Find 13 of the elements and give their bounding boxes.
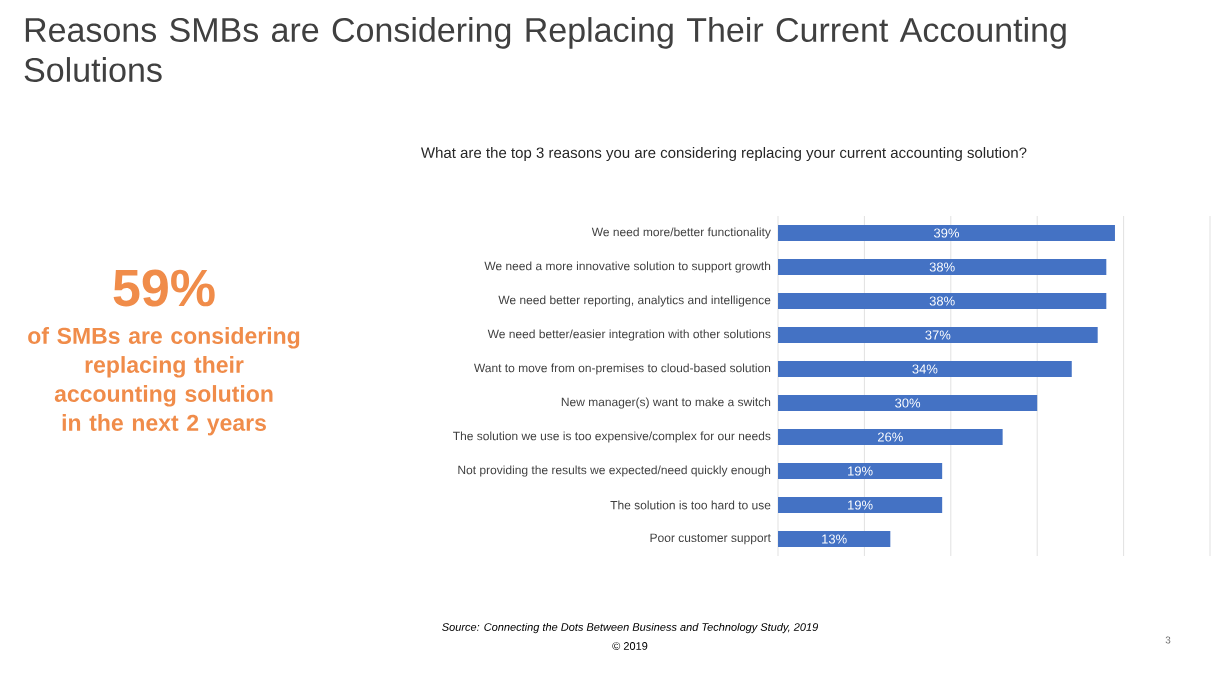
bar <box>778 293 1107 309</box>
bar <box>778 497 943 514</box>
text: 59% <box>113 269 215 307</box>
bar <box>778 259 1107 276</box>
text: of SMBs are considering replacing their accounting solution in the next 2 years <box>28 327 300 436</box>
bar <box>778 361 1072 378</box>
bar <box>778 327 1098 344</box>
bar <box>778 225 1115 242</box>
bar <box>778 395 1038 412</box>
bar <box>778 531 891 548</box>
bar <box>778 429 1003 445</box>
bar <box>778 463 943 479</box>
chart-title: Reasons SMBs are Considering Replacing Their Current Accounting Solutions <box>24 17 1066 83</box>
